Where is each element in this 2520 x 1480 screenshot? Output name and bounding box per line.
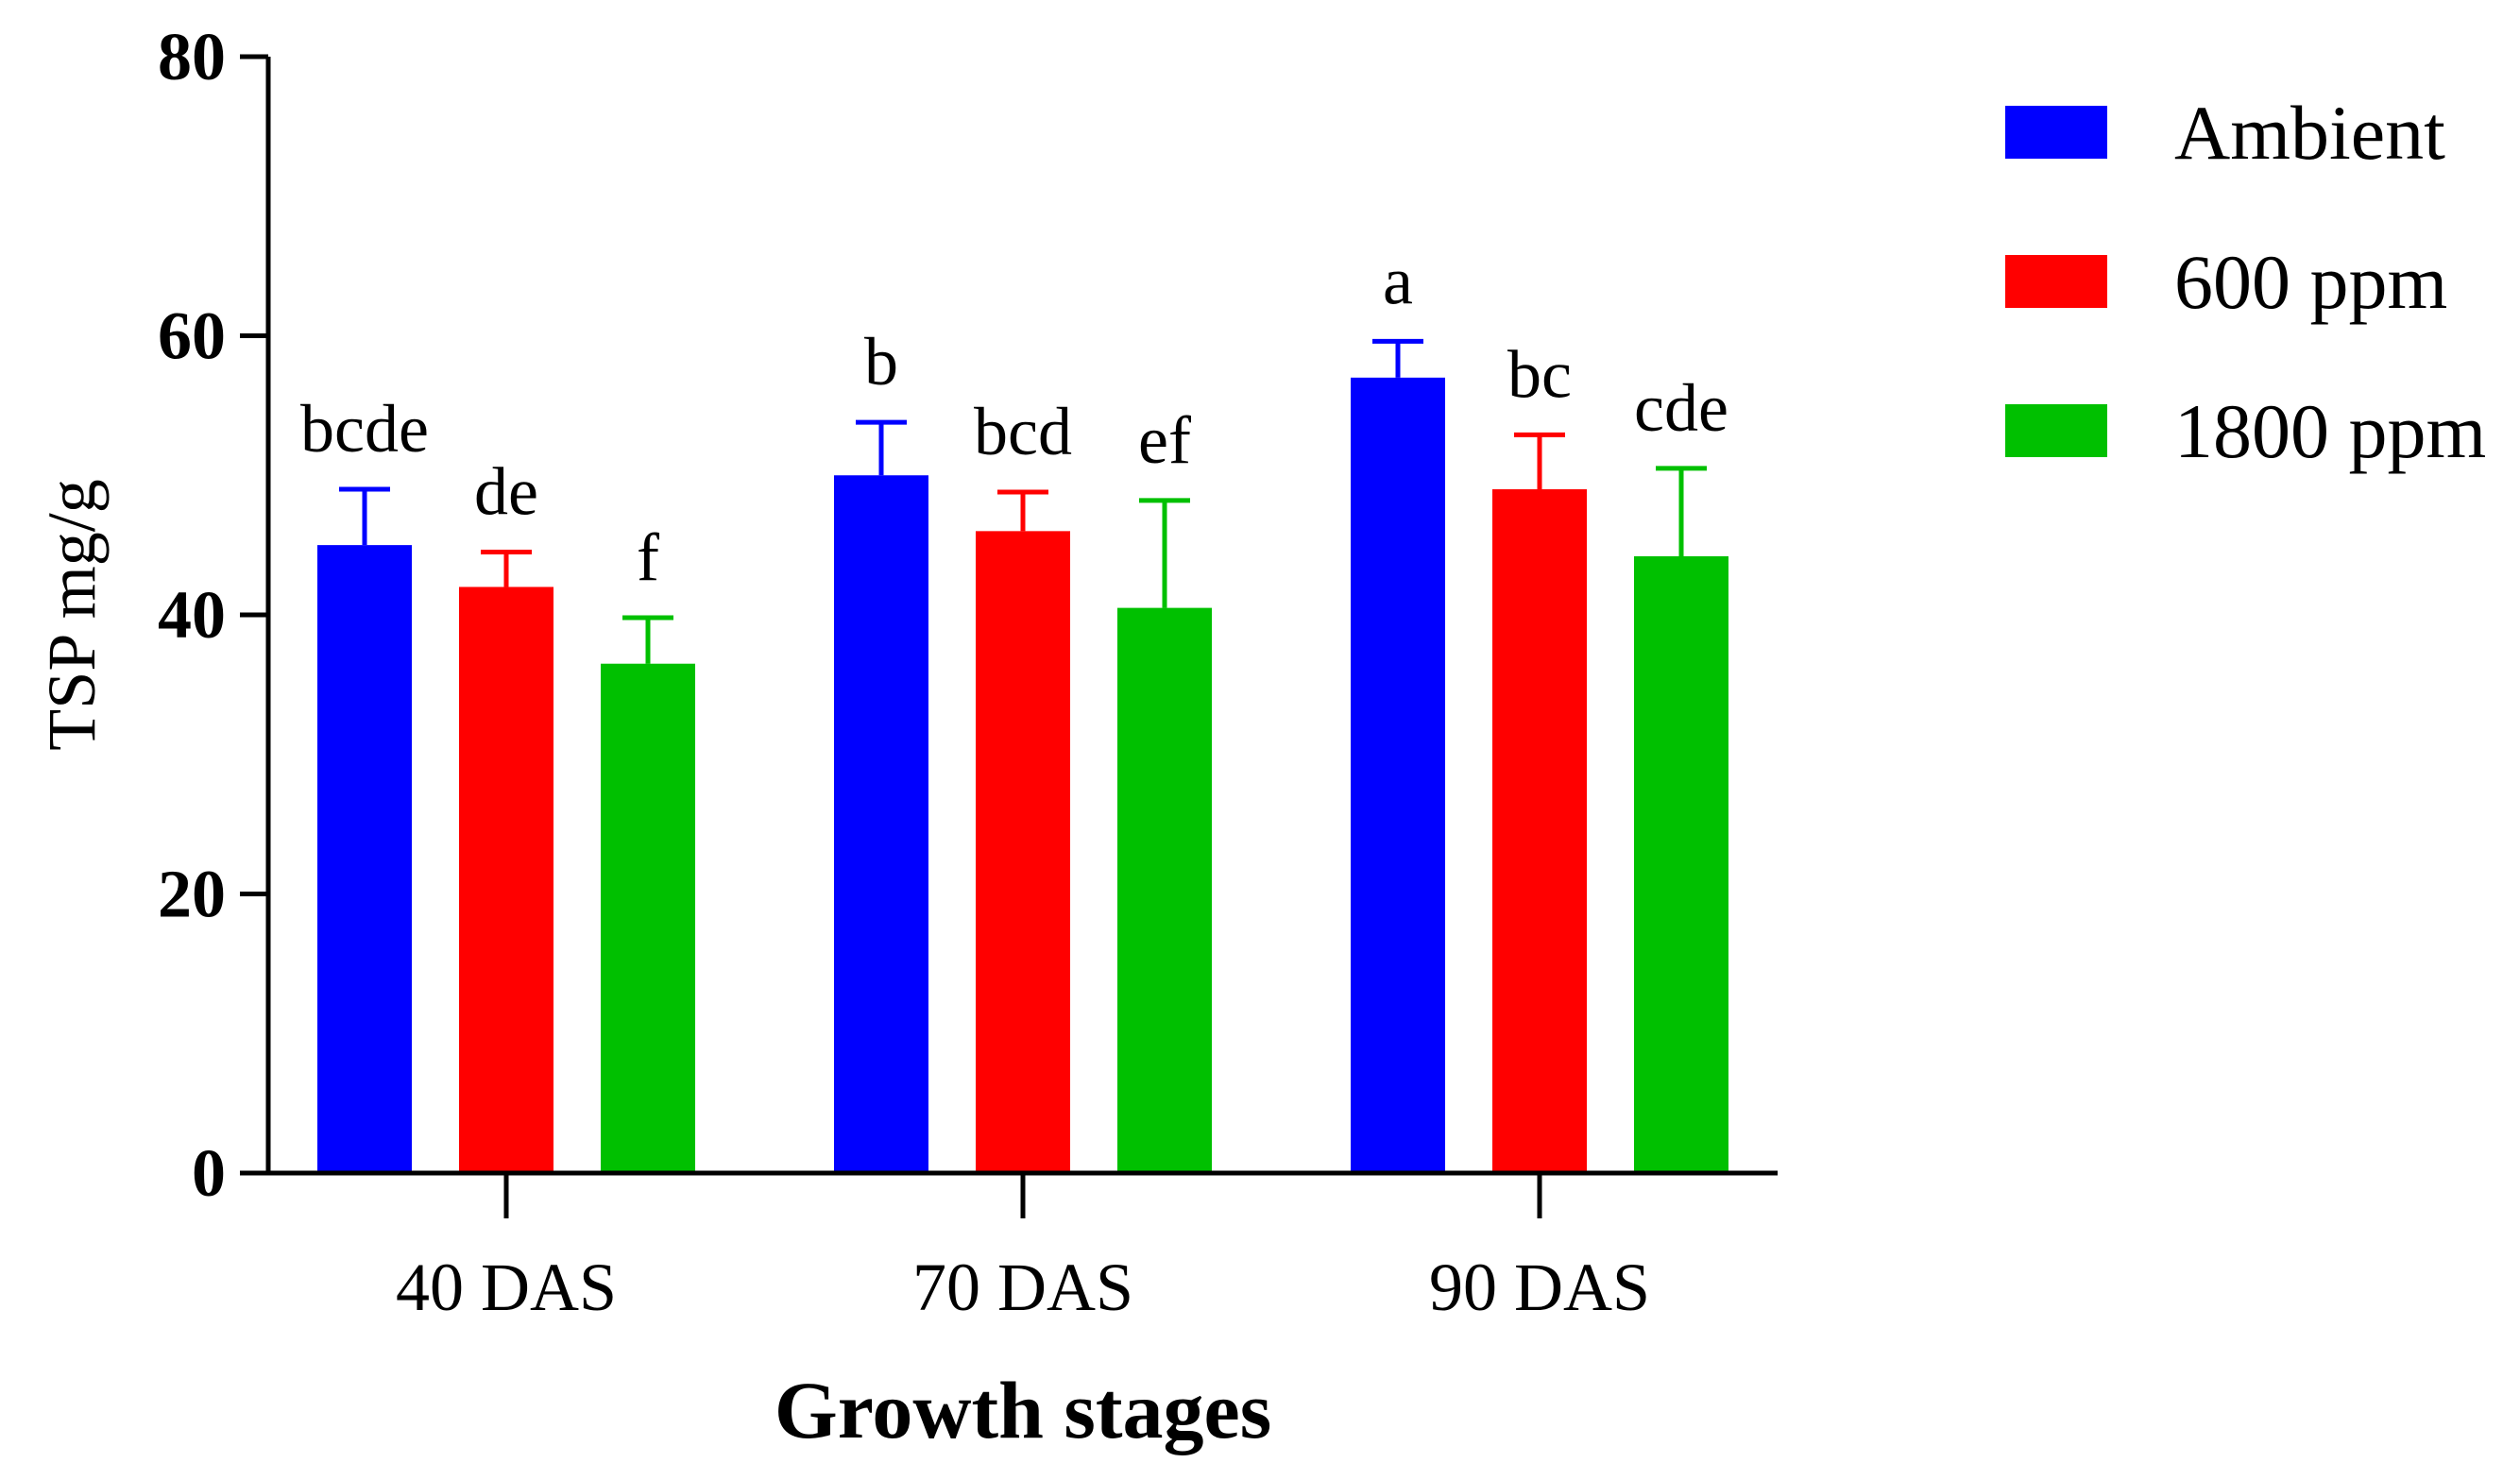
error-bars-layer (339, 338, 1707, 664)
x-ticks-layer: 40 DAS 70 DAS 90 DAS (396, 1173, 1650, 1325)
legend-label-ambient: Ambient (2174, 90, 2445, 176)
y-tick-label-80: 80 (158, 19, 226, 94)
significance-label-600-ppm-90-das: bc (1507, 336, 1572, 412)
y-tick-label-0: 0 (192, 1135, 226, 1211)
bar-1800-ppm-90-das (1634, 555, 1728, 1173)
y-tick-label-60: 60 (158, 298, 226, 374)
legend-swatch-600-ppm (2005, 255, 2107, 308)
y-tick-label-20: 20 (158, 857, 226, 932)
y-ticks-layer: 0 20 40 60 80 (158, 19, 268, 1211)
legend-swatch-ambient (2005, 106, 2107, 159)
bar-ambient-90-das (1351, 377, 1445, 1173)
bar-ambient-70-das (834, 475, 928, 1173)
legend: Ambient 600 ppm 1800 ppm (2005, 90, 2486, 474)
significance-label-ambient-90-das: a (1383, 243, 1413, 318)
bar-600-ppm-90-das (1492, 489, 1587, 1173)
x-tick-label-40-das: 40 DAS (396, 1250, 617, 1325)
significance-label-1800-ppm-70-das: ef (1138, 402, 1191, 478)
y-tick-label-40: 40 (158, 577, 226, 653)
significance-labels-layer: bcde b a de bcd bc f ef cde (300, 243, 1728, 595)
significance-label-ambient-40-das: bcde (300, 391, 429, 467)
legend-label-600-ppm: 600 ppm (2174, 239, 2447, 325)
bar-600-ppm-70-das (976, 531, 1070, 1173)
bar-600-ppm-40-das (459, 587, 553, 1173)
significance-label-600-ppm-40-das: de (474, 454, 538, 530)
x-tick-label-70-das: 70 DAS (912, 1250, 1133, 1325)
x-tick-label-90-das: 90 DAS (1429, 1250, 1650, 1325)
significance-label-1800-ppm-90-das: cde (1634, 370, 1728, 446)
significance-label-600-ppm-70-das: bcd (974, 394, 1072, 469)
legend-label-1800-ppm: 1800 ppm (2174, 388, 2486, 474)
bar-1800-ppm-70-das (1117, 607, 1212, 1173)
legend-swatch-1800-ppm (2005, 404, 2107, 457)
significance-label-1800-ppm-40-das: f (637, 519, 659, 595)
bars-layer (317, 377, 1728, 1173)
bar-1800-ppm-40-das (601, 663, 695, 1173)
bar-ambient-40-das (317, 545, 412, 1173)
significance-label-ambient-70-das: b (864, 324, 898, 400)
y-axis-title: TSP mg/g (34, 479, 110, 750)
x-axis-title: Growth stages (775, 1365, 1271, 1455)
